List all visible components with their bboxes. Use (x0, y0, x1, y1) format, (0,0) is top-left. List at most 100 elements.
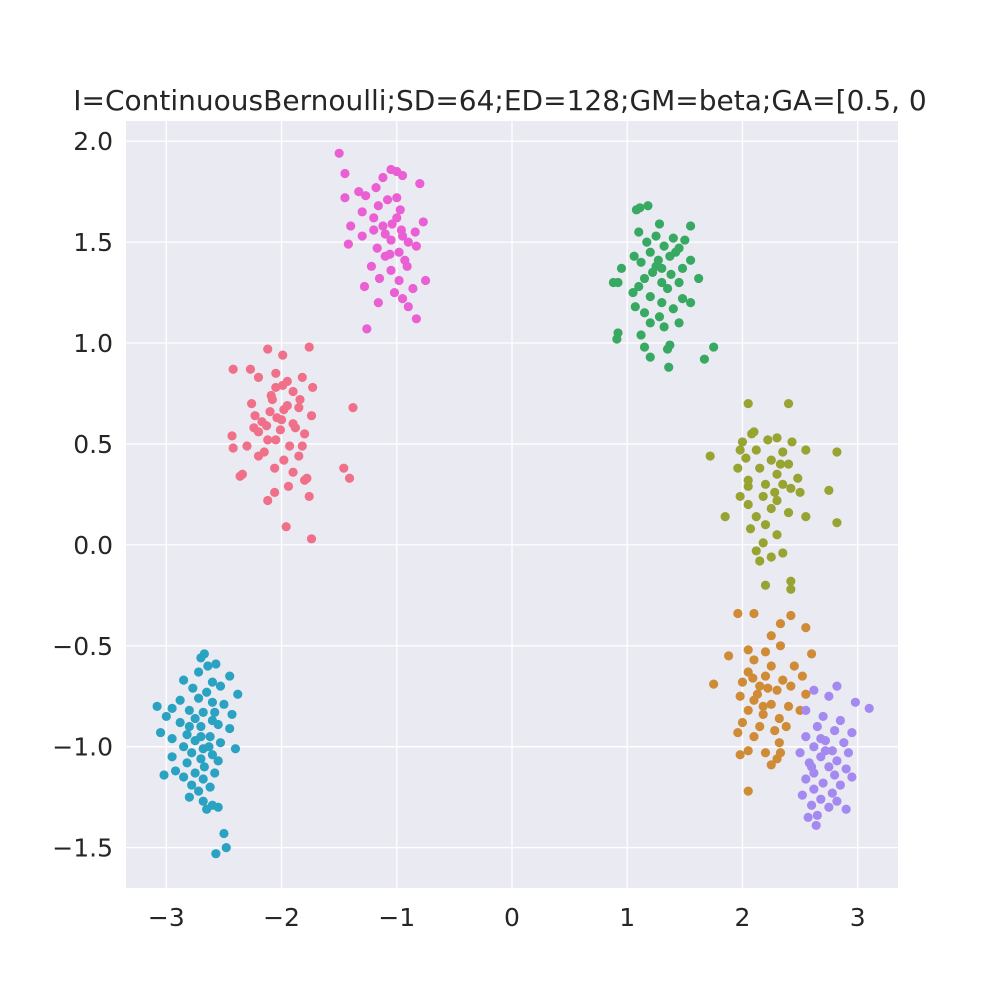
data-point (397, 294, 408, 304)
data-point (824, 802, 834, 812)
data-point (770, 487, 780, 497)
data-point (832, 681, 842, 691)
data-point (699, 354, 710, 364)
data-point (743, 786, 753, 796)
data-point (250, 411, 260, 421)
data-point (249, 423, 259, 433)
data-point (246, 398, 257, 409)
data-point (827, 746, 837, 756)
data-point (394, 247, 404, 257)
data-point (772, 495, 782, 506)
data-point (304, 491, 314, 502)
data-point (766, 552, 776, 562)
data-point (235, 471, 245, 481)
data-point (263, 495, 273, 506)
data-point (187, 748, 197, 758)
data-point (766, 699, 776, 709)
x-axis: −3 −2 −1 0 1 2 3 (148, 903, 866, 932)
data-point (639, 342, 650, 352)
series-2 (608, 201, 719, 372)
data-point (196, 653, 206, 663)
data-point (797, 790, 807, 800)
data-point (198, 774, 208, 784)
data-point (755, 721, 765, 732)
data-point (801, 705, 811, 715)
data-point (415, 178, 425, 189)
data-point (357, 231, 367, 241)
data-point (288, 467, 298, 477)
data-point (167, 752, 177, 762)
data-point (253, 372, 264, 382)
data-point (204, 742, 214, 752)
data-point (795, 748, 805, 758)
data-point (403, 237, 413, 247)
data-point (775, 618, 786, 629)
data-point (392, 193, 402, 203)
data-point (766, 631, 776, 641)
data-point (294, 451, 304, 461)
data-point (403, 302, 413, 312)
data-point (743, 645, 753, 655)
data-point (279, 455, 289, 465)
y-tick-label: 1.5 (73, 228, 113, 257)
data-point (737, 677, 748, 687)
data-point (294, 403, 304, 413)
data-point (809, 685, 819, 695)
data-point (340, 168, 350, 179)
data-point (755, 463, 765, 473)
data-point (188, 683, 198, 693)
data-point (720, 512, 730, 522)
data-point (763, 435, 773, 445)
data-point (199, 762, 209, 772)
data-point (645, 247, 655, 257)
data-point (187, 780, 197, 790)
data-point (645, 292, 655, 302)
data-point (766, 760, 776, 770)
y-tick-label: −1.5 (52, 834, 113, 863)
data-point (179, 675, 189, 685)
data-point (369, 225, 379, 235)
data-point (179, 742, 189, 752)
data-point (402, 261, 412, 271)
data-point (643, 201, 653, 211)
data-point (616, 263, 627, 273)
data-point (221, 843, 231, 853)
data-point (795, 487, 805, 497)
data-point (662, 344, 673, 354)
data-point (657, 298, 667, 308)
data-point (737, 437, 748, 447)
data-point (654, 312, 665, 322)
data-point (812, 721, 822, 732)
data-point (228, 364, 238, 374)
data-point (755, 556, 765, 566)
series-3 (705, 398, 842, 594)
data-point (265, 407, 275, 417)
data-point (751, 445, 761, 455)
data-point (743, 499, 753, 510)
data-point (182, 730, 192, 740)
data-point (668, 233, 678, 243)
data-point (758, 701, 768, 711)
data-point (373, 201, 383, 211)
data-point (801, 623, 811, 633)
data-point (152, 701, 162, 711)
data-point (369, 213, 379, 223)
data-point (225, 671, 235, 681)
data-point (346, 221, 356, 231)
data-point (674, 318, 684, 328)
data-point (373, 298, 383, 308)
data-point (167, 703, 177, 713)
data-point (818, 778, 828, 788)
data-point (709, 679, 719, 689)
data-point (809, 784, 819, 794)
data-point (179, 772, 189, 782)
data-point (193, 693, 204, 703)
data-point (783, 459, 794, 469)
data-point (225, 723, 235, 734)
data-point (272, 413, 282, 423)
data-point (760, 479, 771, 489)
data-point (824, 762, 834, 772)
series-0 (227, 342, 358, 544)
data-point (215, 738, 226, 748)
data-point (190, 713, 200, 724)
